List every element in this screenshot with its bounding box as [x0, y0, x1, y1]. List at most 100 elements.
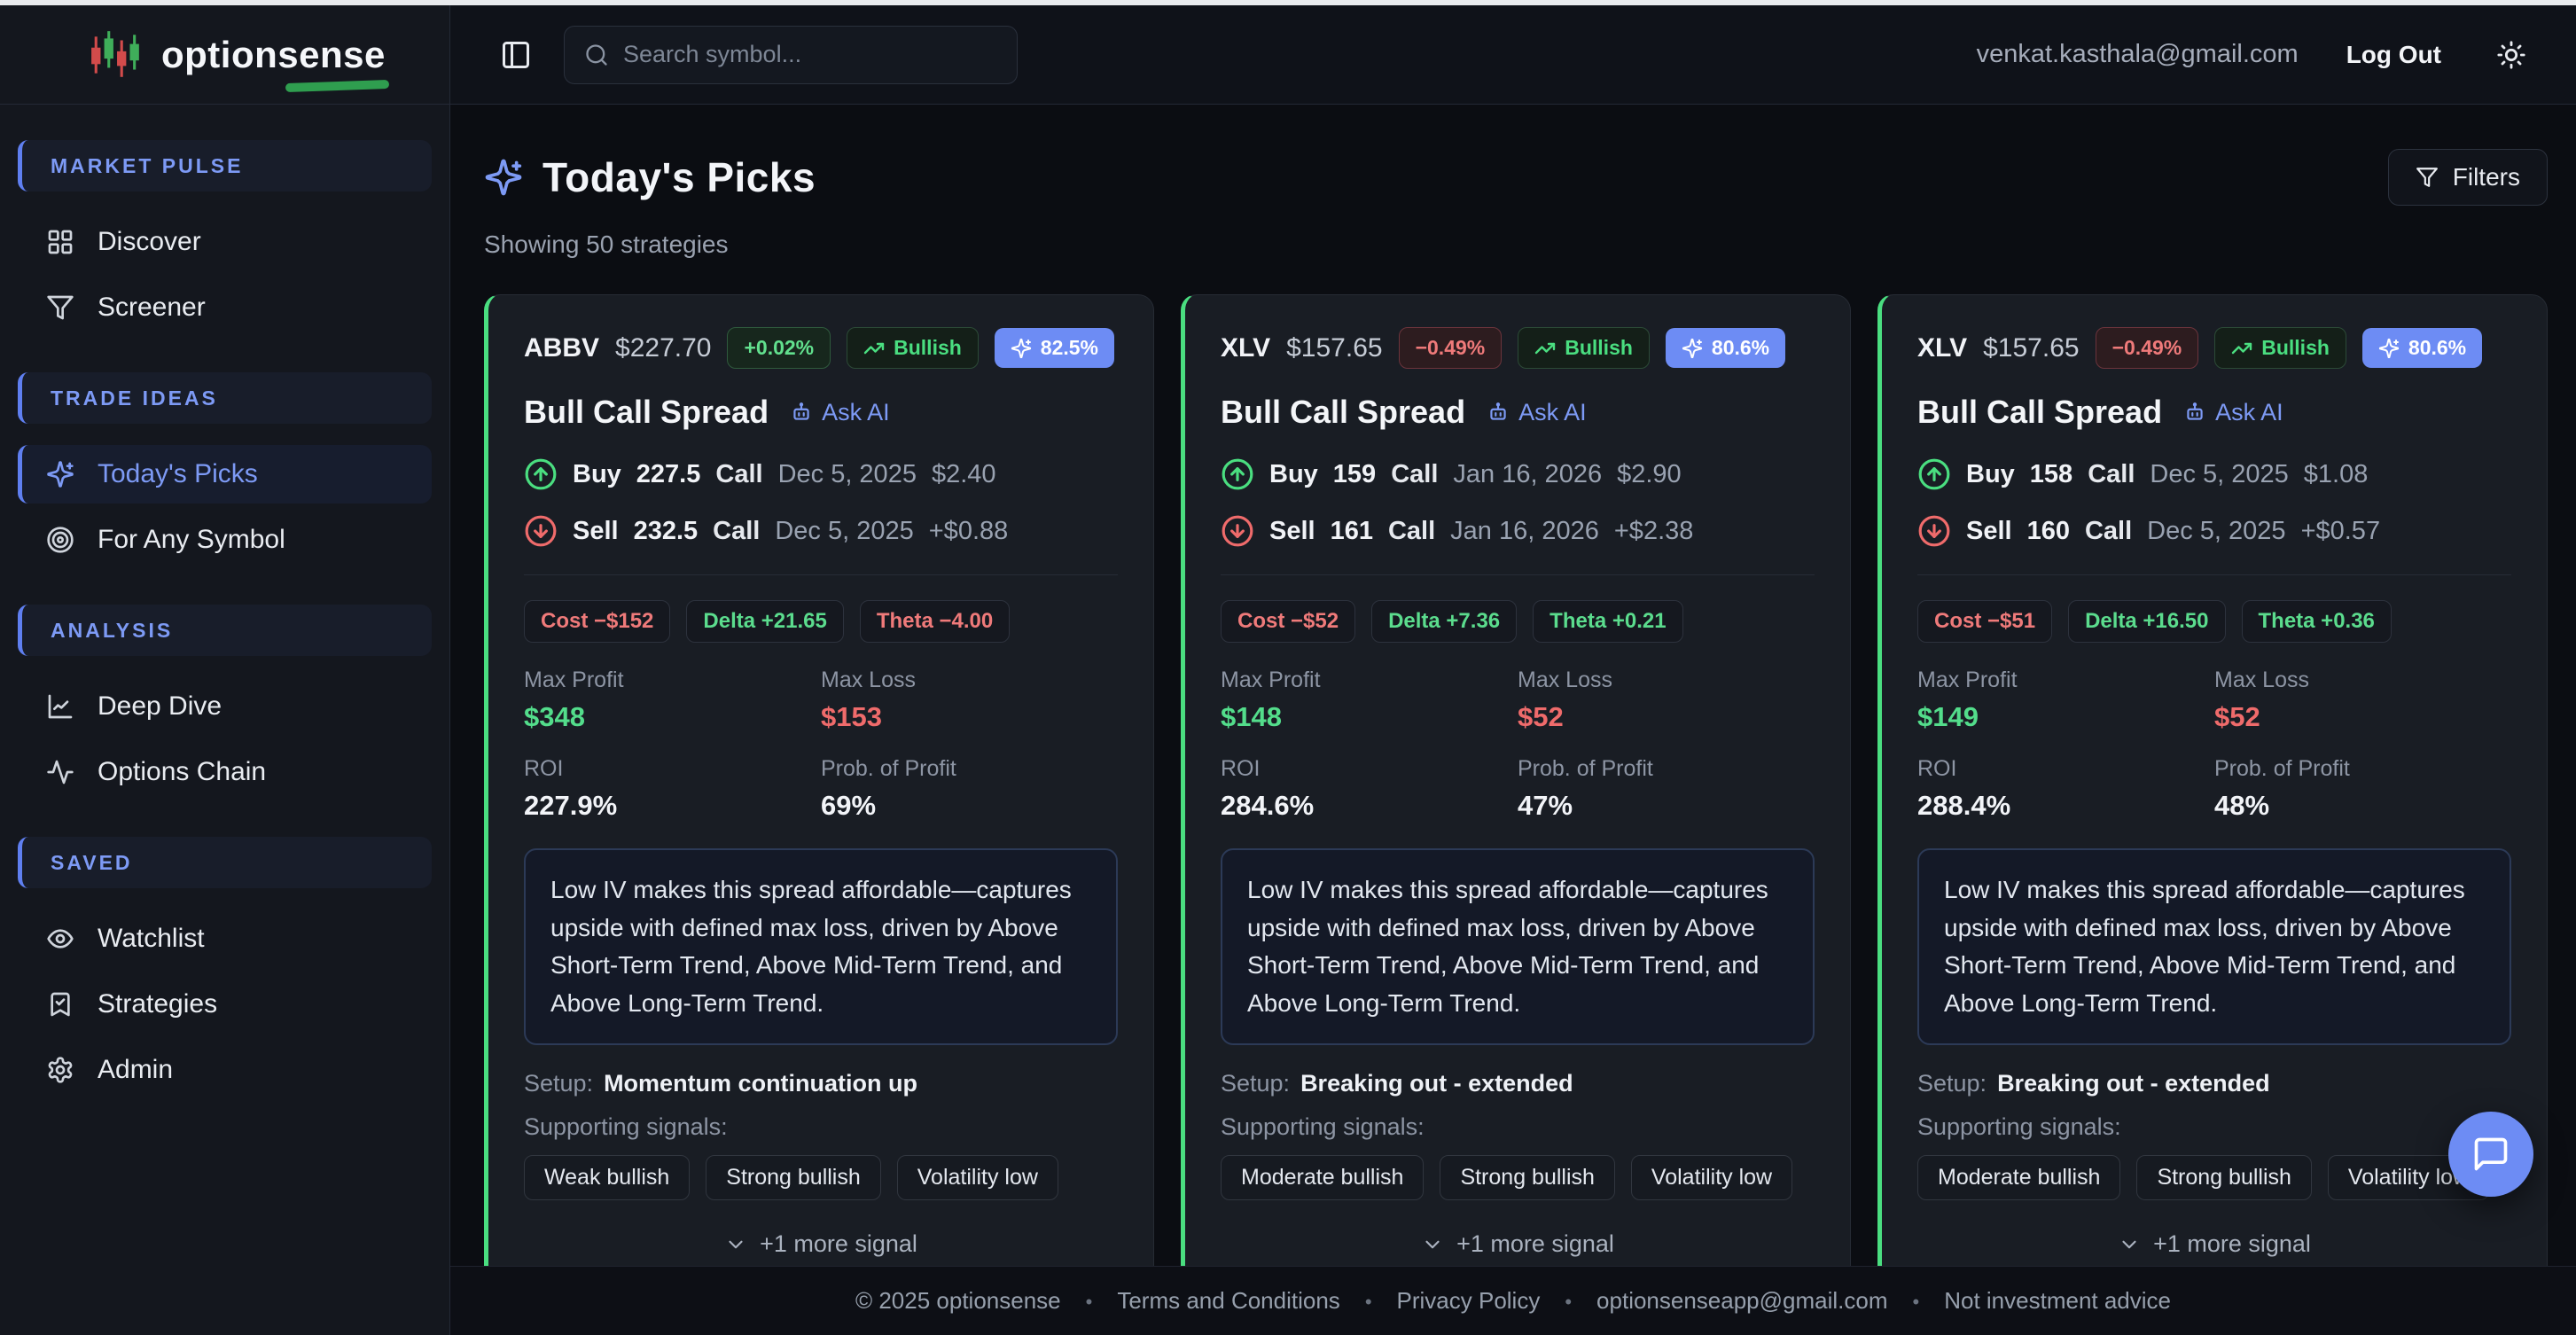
robot-icon [1490, 402, 1506, 420]
sidebar-item-options-chain[interactable]: Options Chain [18, 743, 432, 801]
sparkles-icon [47, 461, 74, 488]
delta-badge: Delta +16.50 [2068, 600, 2226, 643]
probability-badge: 82.5% [994, 328, 1115, 368]
message-bubble-icon [2474, 1137, 2508, 1171]
sentiment-badge: Bullish [847, 327, 979, 369]
sidebar-item-discover[interactable]: Discover [18, 213, 432, 271]
sidebar-item-screener[interactable]: Screener [18, 278, 432, 337]
contact-email-link[interactable]: optionsenseapp@gmail.com [1540, 1287, 1887, 1315]
chat-fab-button[interactable] [2448, 1112, 2533, 1197]
robot-icon [793, 402, 809, 420]
delta-badge: Delta +21.65 [686, 600, 844, 643]
eye-icon [47, 929, 74, 949]
max-profit-stat: Max Profit $348 [524, 668, 624, 732]
pop-stat: Prob. of Profit 48% [2214, 756, 2350, 821]
more-signals-expander[interactable]: +1 more signal [1221, 1230, 1815, 1258]
ticker-price: $157.65 [1286, 332, 1383, 363]
sidebar-toggle-button[interactable] [500, 39, 532, 71]
sidebar-item-label: For Any Symbol [98, 525, 285, 554]
app-root: optionsense MARKET PULSE Discover Screen… [0, 5, 2576, 1335]
strategy-card: XLV $157.65 −0.49% Bullish 80.6% [1181, 294, 1851, 1305]
signal-chip: Moderate bullish [1221, 1155, 1425, 1201]
leg-sell: Sell 160 Call Dec 5, 2025 +$0.57 [1917, 514, 2511, 548]
trending-up-icon [863, 342, 885, 354]
ticker-symbol: XLV [1221, 332, 1271, 363]
sentiment-badge: Bullish [2214, 327, 2346, 369]
strategy-card: ABBV $227.70 +0.02% Bullish 82.5% [484, 294, 1154, 1305]
dashboard-grid-icon [48, 230, 73, 254]
setup-row: Setup: Momentum continuation up [524, 1070, 918, 1097]
terms-link[interactable]: Terms and Conditions [1061, 1287, 1339, 1315]
sidebar-item-watchlist[interactable]: Watchlist [18, 910, 432, 968]
privacy-link[interactable]: Privacy Policy [1340, 1287, 1541, 1315]
more-signals-expander[interactable]: +1 more signal [524, 1230, 1118, 1258]
strategy-name: Bull Call Spread [1917, 394, 2163, 430]
theta-badge: Theta +0.36 [2241, 600, 2392, 643]
more-signals-expander[interactable]: +1 more signal [1917, 1230, 2511, 1258]
sidebar-section-trade-ideas: TRADE IDEAS [18, 372, 432, 424]
signals-label: Supporting signals: [1917, 1113, 2121, 1141]
logout-button[interactable]: Log Out [2346, 40, 2441, 68]
divider [524, 574, 1118, 575]
signal-chip: Weak bullish [524, 1155, 691, 1201]
search-icon [586, 43, 607, 66]
funnel-icon [47, 295, 74, 320]
ask-ai-button[interactable]: Ask AI [1487, 399, 1587, 426]
sidebar-item-strategies[interactable]: Strategies [18, 975, 432, 1034]
delta-badge: Delta +7.36 [1371, 600, 1518, 643]
line-chart-icon [48, 694, 73, 719]
leg-sell: Sell 232.5 Call Dec 5, 2025 +$0.88 [524, 514, 1118, 548]
trending-up-icon [2232, 342, 2252, 354]
max-loss-stat: Max Loss $153 [821, 668, 916, 732]
theta-badge: Theta −4.00 [859, 600, 1011, 643]
gear-icon [48, 1057, 73, 1083]
sidebar-item-label: Strategies [98, 989, 218, 1019]
strategy-cards: ABBV $227.70 +0.02% Bullish 82.5% [484, 294, 2548, 1305]
sidebar-item-todays-picks[interactable]: Today's Picks [18, 445, 432, 504]
arrow-down-circle-icon [525, 515, 557, 547]
sparkle-icon [1011, 338, 1031, 358]
signals-label: Supporting signals: [524, 1113, 728, 1141]
brand-name: optionsense [161, 34, 390, 92]
change-badge: −0.49% [1398, 327, 1503, 369]
sidebar-item-deep-dive[interactable]: Deep Dive [18, 677, 432, 736]
ask-ai-button[interactable]: Ask AI [2183, 399, 2283, 426]
footer: © 2025 optionsense Terms and Conditions … [450, 1266, 2576, 1335]
ticker-price: $157.65 [1983, 332, 2080, 363]
trending-up-icon [1535, 342, 1556, 354]
ticker-symbol: XLV [1917, 332, 1968, 363]
roi-stat: ROI 288.4% [1917, 756, 2011, 821]
copyright-text: © 2025 optionsense [855, 1287, 1061, 1314]
theme-toggle-button[interactable] [2496, 40, 2526, 70]
candlestick-logo-icon [91, 30, 139, 77]
change-badge: −0.49% [2095, 327, 2199, 369]
ask-ai-button[interactable]: Ask AI [790, 399, 890, 426]
chevron-down-icon [1425, 1240, 1440, 1249]
sidebar-item-for-any-symbol[interactable]: For Any Symbol [18, 511, 432, 569]
sidebar: optionsense MARKET PULSE Discover Screen… [0, 5, 450, 1335]
max-profit-stat: Max Profit $148 [1221, 668, 1321, 732]
signal-chip: Volatility low [1630, 1155, 1793, 1201]
pop-stat: Prob. of Profit 69% [821, 756, 956, 821]
setup-row: Setup: Breaking out - extended [1221, 1070, 1573, 1097]
sidebar-item-admin[interactable]: Admin [18, 1041, 432, 1099]
user-email: venkat.kasthala@gmail.com [1976, 40, 2299, 68]
brand-logo[interactable]: optionsense [0, 5, 449, 105]
cost-badge: Cost −$51 [1917, 600, 2053, 643]
sidebar-section-market-pulse: MARKET PULSE [18, 140, 432, 191]
target-icon [47, 527, 74, 553]
arrow-down-circle-icon [1222, 515, 1253, 547]
sparkle-icon [2378, 338, 2400, 358]
roi-stat: ROI 227.9% [524, 756, 618, 821]
pop-stat: Prob. of Profit 47% [1518, 756, 1653, 821]
cost-badge: Cost −$52 [1221, 600, 1356, 643]
filters-button[interactable]: Filters [2387, 149, 2548, 206]
robot-icon [2187, 402, 2203, 420]
chevron-down-icon [2122, 1240, 2136, 1249]
search-input[interactable] [623, 41, 997, 68]
theta-badge: Theta +0.21 [1533, 600, 1683, 643]
ticker-price: $227.70 [615, 332, 712, 363]
sparkle-icon [1682, 338, 1703, 358]
probability-badge: 80.6% [2361, 328, 2483, 368]
chevron-down-icon [729, 1240, 743, 1249]
